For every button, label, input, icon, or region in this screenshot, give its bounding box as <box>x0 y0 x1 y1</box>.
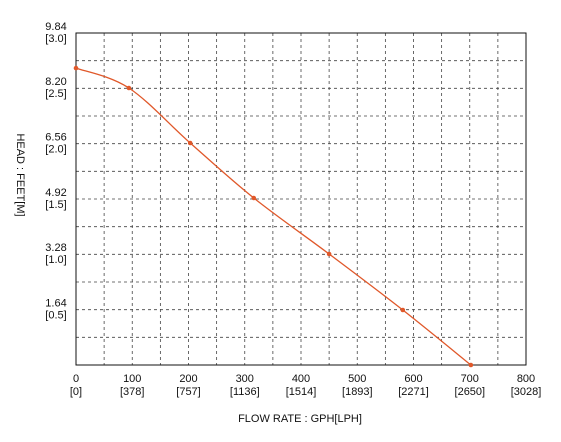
x2-tick-label: [2271] <box>398 386 429 398</box>
y2-tick-label: [3.0] <box>45 33 66 45</box>
y2-tick-label: [2.5] <box>45 88 66 100</box>
point <box>251 195 257 201</box>
y2-tick-label: [1.5] <box>45 199 66 211</box>
y-tick-label: 9.84 <box>45 21 66 33</box>
x2-tick-label: [3028] <box>511 386 542 398</box>
x-tick-label: 200 <box>179 373 197 385</box>
y-tick-label: 4.92 <box>45 187 66 199</box>
y-tick-label: 6.56 <box>45 132 66 144</box>
x2-tick-label: [757] <box>176 386 200 398</box>
x-tick-label: 600 <box>404 373 422 385</box>
x2-tick-label: [0] <box>70 386 82 398</box>
y2-tick-label: [2.0] <box>45 144 66 156</box>
x-tick-label: 300 <box>236 373 254 385</box>
x-tick-label: 500 <box>348 373 366 385</box>
y-tick-label: 3.28 <box>45 242 66 254</box>
x-axis-title: FLOW RATE : GPH[LPH] <box>238 413 362 425</box>
point <box>326 251 332 257</box>
x2-tick-label: [378] <box>120 386 144 398</box>
x-tick-label: 800 <box>517 373 535 385</box>
x2-tick-label: [1893] <box>342 386 373 398</box>
x2-tick-label: [1514] <box>286 386 317 398</box>
point <box>187 140 193 146</box>
y2-tick-label: [1.0] <box>45 254 66 266</box>
x-tick-label: 0 <box>73 373 79 385</box>
point <box>73 65 79 71</box>
y2-tick-label: [0.5] <box>45 310 66 322</box>
y-axis-title: HEAD : FEET[M] <box>14 133 26 216</box>
x-tick-label: 400 <box>292 373 310 385</box>
y-tick-label: 1.64 <box>45 298 66 310</box>
point <box>126 85 132 91</box>
plot-frame <box>75 32 527 366</box>
x-tick-label: 700 <box>461 373 479 385</box>
x2-tick-label: [1136] <box>230 386 260 398</box>
point <box>400 307 406 313</box>
point <box>468 362 474 368</box>
curve <box>75 67 472 366</box>
x-tick-label: 100 <box>123 373 141 385</box>
x2-tick-label: [2650] <box>455 386 486 398</box>
y-tick-label: 8.20 <box>45 76 66 88</box>
